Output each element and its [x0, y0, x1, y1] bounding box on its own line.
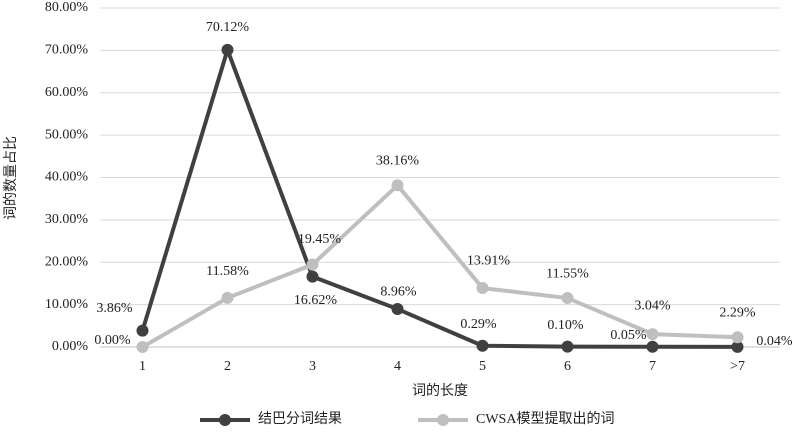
y-axis-title: 词的数量占比	[3, 136, 19, 220]
x-axis-title: 词的长度	[412, 383, 468, 399]
data-label: 0.04%	[756, 334, 793, 349]
x-tick-label: 5	[479, 359, 486, 374]
y-tick-label: 20.00%	[45, 254, 89, 269]
point	[391, 303, 404, 316]
point	[561, 340, 574, 353]
y-tick-label: 70.00%	[45, 43, 89, 58]
x-tick-label: 2	[224, 359, 231, 374]
data-label: 2.29%	[719, 306, 756, 321]
x-tick-label: 7	[649, 359, 656, 374]
y-tick-label: 50.00%	[45, 127, 89, 142]
data-label: 70.12%	[206, 20, 250, 35]
point	[731, 331, 744, 344]
data-label: 0.00%	[94, 333, 131, 348]
x-tick-label: 6	[564, 359, 571, 374]
data-label: 16.62%	[294, 293, 338, 308]
data-label: 38.16%	[376, 154, 420, 169]
point	[221, 43, 234, 56]
y-tick-label: 0.00%	[52, 339, 89, 354]
x-tick-label: >7	[730, 359, 745, 374]
data-label: 11.55%	[546, 266, 589, 281]
data-label: 3.86%	[96, 301, 133, 316]
point	[136, 324, 149, 337]
point	[646, 340, 659, 353]
data-label: 3.04%	[634, 298, 671, 313]
point	[476, 282, 489, 295]
series-line	[140, 47, 738, 349]
y-tick-label: 80.00%	[45, 0, 89, 15]
point	[476, 339, 489, 352]
y-tick-label: 40.00%	[45, 170, 89, 185]
point	[221, 291, 234, 304]
data-label: 0.10%	[547, 318, 584, 333]
data-label: 0.29%	[460, 317, 497, 332]
data-label: 11.58%	[206, 264, 249, 279]
point	[306, 270, 319, 283]
x-tick-label: 1	[139, 359, 146, 374]
data-label: 8.96%	[380, 284, 417, 299]
point	[306, 258, 319, 271]
point	[731, 340, 744, 353]
point	[646, 328, 659, 341]
data-label: 13.91%	[467, 253, 511, 268]
x-tick-label: 3	[309, 359, 316, 374]
y-tick-label: 30.00%	[45, 212, 89, 227]
legend-marker	[219, 414, 231, 426]
data-label: 19.45%	[298, 232, 342, 247]
y-tick-label: 10.00%	[45, 297, 89, 312]
data-label: 0.05%	[610, 328, 647, 343]
legend-label: 结巴分词结果	[258, 411, 342, 427]
x-tick-label: 4	[394, 359, 401, 374]
point	[136, 341, 149, 353]
series-line	[141, 183, 738, 349]
legend-label: CWSA模型提取出的词	[476, 411, 614, 427]
legend-marker	[437, 414, 449, 426]
point	[561, 292, 574, 305]
point	[391, 179, 404, 192]
y-tick-label: 60.00%	[45, 85, 89, 100]
